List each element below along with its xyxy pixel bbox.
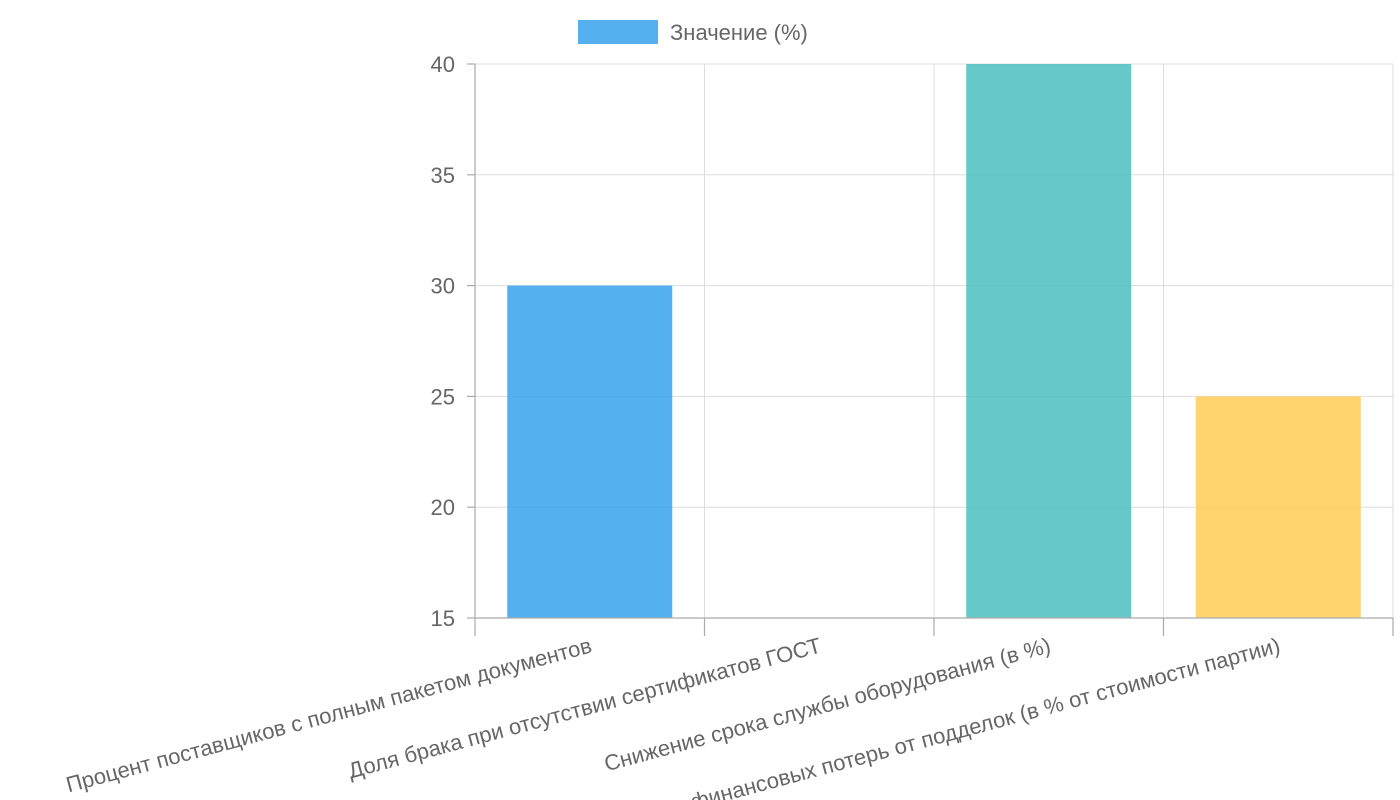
chart-legend[interactable]: Значение (%) <box>578 20 808 45</box>
legend-swatch <box>578 20 658 44</box>
y-tick-label: 15 <box>431 606 455 631</box>
bar[interactable] <box>966 64 1132 618</box>
x-axis-labels: Процент поставщиков с полным пакетом док… <box>63 618 1394 800</box>
bar[interactable] <box>507 285 673 618</box>
y-axis-ticks: 15 20 25 30 35 40 <box>431 52 475 631</box>
legend-label: Значение (%) <box>670 20 808 45</box>
y-tick-label: 40 <box>431 52 455 77</box>
y-tick-label: 25 <box>431 384 455 409</box>
y-tick-label: 35 <box>431 163 455 188</box>
bars <box>507 64 1361 618</box>
y-tick-label: 30 <box>431 274 455 299</box>
bar[interactable] <box>1195 396 1361 618</box>
y-tick-label: 20 <box>431 495 455 520</box>
